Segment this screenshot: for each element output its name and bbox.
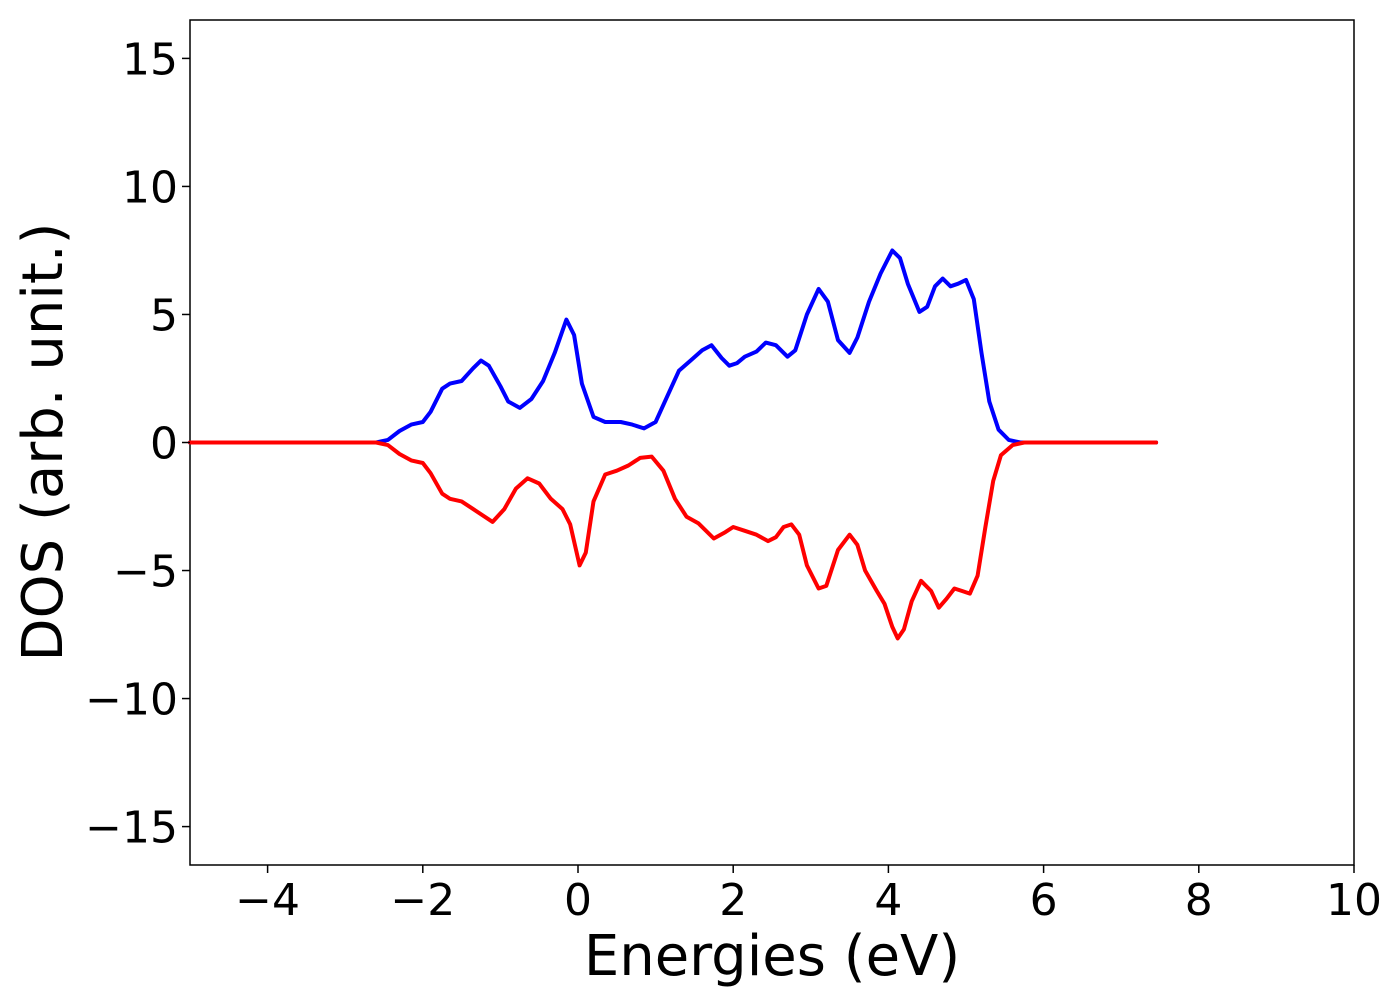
x-tick-label: −2 xyxy=(390,875,455,926)
y-tick-label: 0 xyxy=(150,419,178,470)
x-tick-label: 2 xyxy=(719,875,747,926)
y-tick-label: 15 xyxy=(122,34,178,85)
y-tick-label: −15 xyxy=(85,803,178,854)
y-tick-label: 5 xyxy=(150,290,178,341)
x-tick-label: 10 xyxy=(1326,875,1382,926)
y-tick-label: 10 xyxy=(122,162,178,213)
series-layer xyxy=(188,248,1159,641)
x-axis-label: Energies (eV) xyxy=(584,924,960,989)
y-tick-label: −10 xyxy=(85,675,178,726)
x-axis-ticks: −4 −2 0 2 4 6 8 10 xyxy=(235,865,1382,926)
y-tick-label: −5 xyxy=(113,547,178,598)
x-tick-label: 8 xyxy=(1185,875,1213,926)
x-tick-label: 4 xyxy=(874,875,902,926)
x-tick-label: −4 xyxy=(235,875,300,926)
y-axis-ticks: −15 −10 −5 0 5 10 15 xyxy=(85,34,190,854)
series-line-1 xyxy=(188,248,1159,445)
x-tick-label: 0 xyxy=(564,875,592,926)
x-tick-label: 6 xyxy=(1030,875,1058,926)
y-axis-label: DOS (arb. unit.) xyxy=(11,222,76,661)
series-line-2 xyxy=(188,440,1159,641)
